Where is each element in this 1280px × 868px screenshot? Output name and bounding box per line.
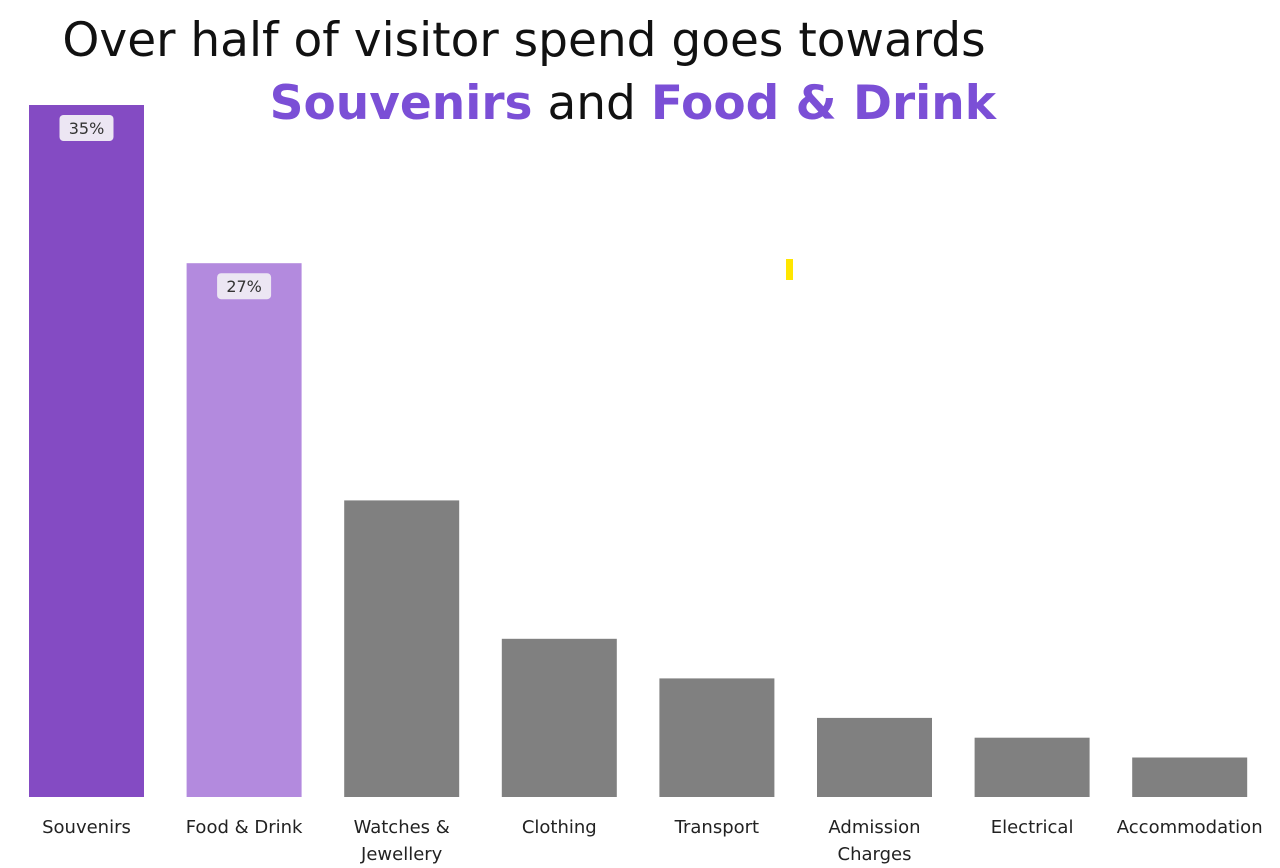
bar-souvenirs [29,105,144,797]
title-highlight-souvenirs: Souvenirs [270,76,533,131]
chart-title-line1: Over half of visitor spend goes towards [62,13,985,68]
x-tick-label-transport: Transport [674,817,759,838]
x-tick-label-clothing: Clothing [522,817,597,838]
yellow-marker [786,259,793,280]
title-highlight-food-drink: Food & Drink [651,76,998,131]
data-label-souvenirs: 35% [69,119,105,138]
x-tick-label-admission-charges: Admission Charges [828,817,920,865]
chart-title-line2: Souvenirs and Food & Drink [270,76,998,131]
bar-accommodation [1132,757,1248,797]
x-tick-label-food-drink: Food & Drink [186,817,303,838]
bar-admission-charges [817,717,932,797]
x-tick-label-souvenirs: Souvenirs [42,817,131,838]
data-label-food-drink: 27% [226,277,262,296]
x-tick-label-electrical: Electrical [991,817,1074,838]
bar-food-drink [186,263,302,797]
data-label-box-souvenirs [59,115,114,141]
bars-group: 35% Souvenirs 27% Food & Drink Watches & Jewe… [29,105,1263,865]
title-connector-word: and [547,76,635,131]
data-label-box-food-drink [217,273,272,300]
bar-watches-jewellery [344,500,460,797]
bar-clothing [501,638,617,797]
bar-electrical [974,737,1090,797]
x-tick-label-watches-jewellery: Watches & Jewellery [354,817,450,865]
bar-transport [659,678,775,797]
x-tick-label-accommodation: Accommodation [1117,817,1263,838]
